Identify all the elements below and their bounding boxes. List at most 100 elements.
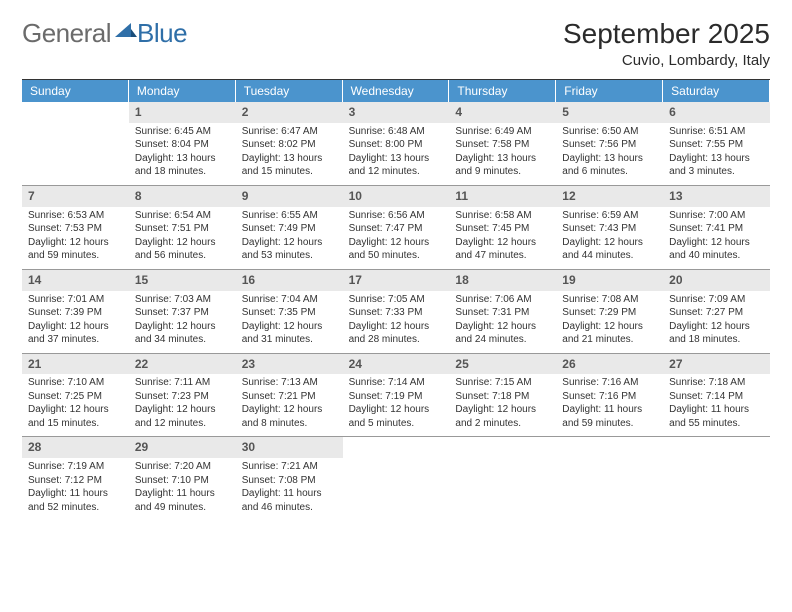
day-number: 5: [562, 105, 569, 119]
sunset: Sunset: 7:56 PM: [562, 138, 657, 152]
sunrise: Sunrise: 6:49 AM: [455, 125, 550, 139]
day-cell: 4Sunrise: 6:49 AMSunset: 7:58 PMDaylight…: [449, 102, 556, 186]
daynum-row: 26: [556, 354, 663, 375]
sunset: Sunset: 7:18 PM: [455, 390, 550, 404]
day-cell: 17Sunrise: 7:05 AMSunset: 7:33 PMDayligh…: [343, 270, 450, 354]
day-cell: [22, 102, 129, 186]
sunrise: Sunrise: 6:53 AM: [28, 209, 123, 223]
daynum-row: 22: [129, 354, 236, 375]
day-number: 12: [562, 189, 575, 203]
daylight: Daylight: 12 hours and 5 minutes.: [349, 403, 444, 430]
daylight: Daylight: 12 hours and 50 minutes.: [349, 236, 444, 263]
sunrise: Sunrise: 7:00 AM: [669, 209, 764, 223]
daylight: Daylight: 12 hours and 37 minutes.: [28, 320, 123, 347]
day-number: 3: [349, 105, 356, 119]
daylight: Daylight: 12 hours and 21 minutes.: [562, 320, 657, 347]
sunset: Sunset: 7:51 PM: [135, 222, 230, 236]
day-cell: 2Sunrise: 6:47 AMSunset: 8:02 PMDaylight…: [236, 102, 343, 186]
sunset: Sunset: 7:16 PM: [562, 390, 657, 404]
sunset: Sunset: 7:19 PM: [349, 390, 444, 404]
header: General Blue September 2025 Cuvio, Lomba…: [22, 18, 770, 69]
day-cell: 18Sunrise: 7:06 AMSunset: 7:31 PMDayligh…: [449, 270, 556, 354]
location: Cuvio, Lombardy, Italy: [563, 52, 770, 69]
daynum-row: 18: [449, 270, 556, 291]
day-info: Sunrise: 6:50 AMSunset: 7:56 PMDaylight:…: [562, 125, 657, 179]
day-info: Sunrise: 6:59 AMSunset: 7:43 PMDaylight:…: [562, 209, 657, 263]
day-info: Sunrise: 6:56 AMSunset: 7:47 PMDaylight:…: [349, 209, 444, 263]
day-info: Sunrise: 6:55 AMSunset: 7:49 PMDaylight:…: [242, 209, 337, 263]
day-info: Sunrise: 6:51 AMSunset: 7:55 PMDaylight:…: [669, 125, 764, 179]
day-number: 25: [455, 357, 468, 371]
daynum-row: 14: [22, 270, 129, 291]
day-number: 18: [455, 273, 468, 287]
daynum-row: 7: [22, 186, 129, 207]
daylight: Daylight: 11 hours and 55 minutes.: [669, 403, 764, 430]
title-block: September 2025 Cuvio, Lombardy, Italy: [563, 18, 770, 69]
day-cell: [343, 437, 450, 520]
logo: General Blue: [22, 18, 187, 49]
sunset: Sunset: 7:33 PM: [349, 306, 444, 320]
day-number: 8: [135, 189, 142, 203]
day-cell: 10Sunrise: 6:56 AMSunset: 7:47 PMDayligh…: [343, 186, 450, 270]
daylight: Daylight: 13 hours and 6 minutes.: [562, 152, 657, 179]
sunrise: Sunrise: 7:15 AM: [455, 376, 550, 390]
calendar-grid: SundayMondayTuesdayWednesdayThursdayFrid…: [22, 79, 770, 520]
day-info: Sunrise: 7:08 AMSunset: 7:29 PMDaylight:…: [562, 293, 657, 347]
day-cell: 6Sunrise: 6:51 AMSunset: 7:55 PMDaylight…: [663, 102, 770, 186]
day-info: Sunrise: 7:15 AMSunset: 7:18 PMDaylight:…: [455, 376, 550, 430]
sunrise: Sunrise: 7:21 AM: [242, 460, 337, 474]
sunrise: Sunrise: 7:19 AM: [28, 460, 123, 474]
day-number: 20: [669, 273, 682, 287]
daynum-row: 11: [449, 186, 556, 207]
daylight: Daylight: 12 hours and 12 minutes.: [135, 403, 230, 430]
day-number: 7: [28, 189, 35, 203]
sunrise: Sunrise: 6:56 AM: [349, 209, 444, 223]
day-cell: 9Sunrise: 6:55 AMSunset: 7:49 PMDaylight…: [236, 186, 343, 270]
day-info: Sunrise: 6:53 AMSunset: 7:53 PMDaylight:…: [28, 209, 123, 263]
day-cell: 16Sunrise: 7:04 AMSunset: 7:35 PMDayligh…: [236, 270, 343, 354]
daynum-row: 5: [556, 102, 663, 123]
day-info: Sunrise: 7:04 AMSunset: 7:35 PMDaylight:…: [242, 293, 337, 347]
daylight: Daylight: 12 hours and 47 minutes.: [455, 236, 550, 263]
logo-text-blue: Blue: [137, 18, 187, 49]
daynum-row: 20: [663, 270, 770, 291]
daylight: Daylight: 12 hours and 59 minutes.: [28, 236, 123, 263]
sunset: Sunset: 7:29 PM: [562, 306, 657, 320]
sunset: Sunset: 7:55 PM: [669, 138, 764, 152]
day-info: Sunrise: 6:49 AMSunset: 7:58 PMDaylight:…: [455, 125, 550, 179]
daynum-row: 1: [129, 102, 236, 123]
dayname-header: Saturday: [663, 80, 770, 102]
sunrise: Sunrise: 6:59 AM: [562, 209, 657, 223]
daynum-row: 29: [129, 437, 236, 458]
day-info: Sunrise: 6:48 AMSunset: 8:00 PMDaylight:…: [349, 125, 444, 179]
day-info: Sunrise: 7:00 AMSunset: 7:41 PMDaylight:…: [669, 209, 764, 263]
daylight: Daylight: 12 hours and 2 minutes.: [455, 403, 550, 430]
day-info: Sunrise: 7:09 AMSunset: 7:27 PMDaylight:…: [669, 293, 764, 347]
daylight: Daylight: 13 hours and 12 minutes.: [349, 152, 444, 179]
daynum-row: 3: [343, 102, 450, 123]
sunrise: Sunrise: 7:18 AM: [669, 376, 764, 390]
day-cell: 11Sunrise: 6:58 AMSunset: 7:45 PMDayligh…: [449, 186, 556, 270]
sunrise: Sunrise: 6:45 AM: [135, 125, 230, 139]
day-cell: 30Sunrise: 7:21 AMSunset: 7:08 PMDayligh…: [236, 437, 343, 520]
day-info: Sunrise: 7:14 AMSunset: 7:19 PMDaylight:…: [349, 376, 444, 430]
daynum-row: 30: [236, 437, 343, 458]
day-cell: 28Sunrise: 7:19 AMSunset: 7:12 PMDayligh…: [22, 437, 129, 520]
sunset: Sunset: 7:23 PM: [135, 390, 230, 404]
daynum-row: 12: [556, 186, 663, 207]
day-info: Sunrise: 7:13 AMSunset: 7:21 PMDaylight:…: [242, 376, 337, 430]
day-info: Sunrise: 7:11 AMSunset: 7:23 PMDaylight:…: [135, 376, 230, 430]
day-cell: 29Sunrise: 7:20 AMSunset: 7:10 PMDayligh…: [129, 437, 236, 520]
month-title: September 2025: [563, 18, 770, 50]
dayname-header: Sunday: [22, 80, 129, 102]
daylight: Daylight: 12 hours and 44 minutes.: [562, 236, 657, 263]
day-cell: 26Sunrise: 7:16 AMSunset: 7:16 PMDayligh…: [556, 354, 663, 438]
daylight: Daylight: 12 hours and 24 minutes.: [455, 320, 550, 347]
day-cell: [556, 437, 663, 520]
sunset: Sunset: 7:37 PM: [135, 306, 230, 320]
sunrise: Sunrise: 6:55 AM: [242, 209, 337, 223]
sunrise: Sunrise: 7:04 AM: [242, 293, 337, 307]
sunrise: Sunrise: 7:11 AM: [135, 376, 230, 390]
day-number: 1: [135, 105, 142, 119]
sunrise: Sunrise: 7:05 AM: [349, 293, 444, 307]
